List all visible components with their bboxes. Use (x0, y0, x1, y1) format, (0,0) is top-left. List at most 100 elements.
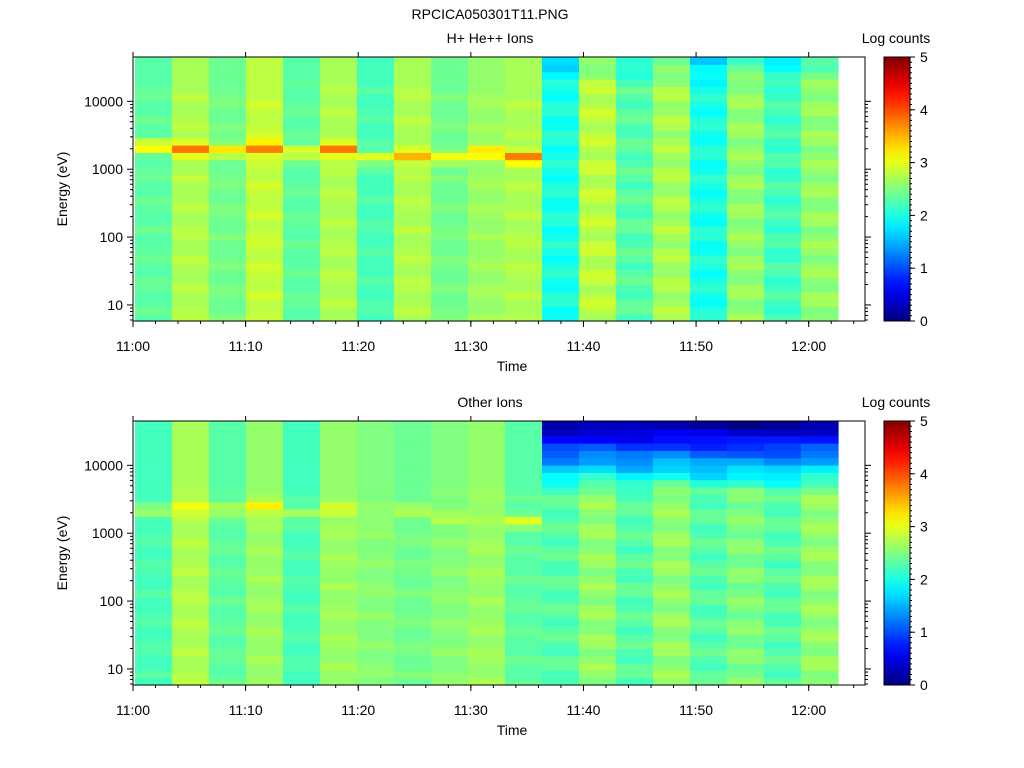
spectrogram-cell (135, 648, 173, 657)
spectrogram-cell (764, 663, 802, 671)
spectrogram-cell (283, 655, 321, 664)
spectrogram-cell (468, 189, 506, 197)
spectrogram-cell (172, 240, 210, 249)
spectrogram-cell (172, 677, 210, 686)
spectrogram-cell (579, 57, 617, 65)
spectrogram-cell (727, 313, 765, 322)
spectrogram-cell (542, 247, 580, 256)
spectrogram-cell (653, 516, 691, 525)
spectrogram-cell (468, 152, 506, 161)
spectrogram-cell (727, 299, 765, 307)
spectrogram-cell (320, 137, 358, 146)
spectrogram-cell (394, 284, 432, 293)
spectrogram-cell (246, 626, 284, 635)
spectrogram-cell (246, 589, 284, 598)
spectrogram-cell (357, 597, 395, 605)
spectrogram-cell (505, 604, 543, 613)
spectrogram-cell (579, 450, 617, 459)
spectrogram-cell (431, 670, 469, 679)
spectrogram-cell (172, 531, 210, 539)
spectrogram-cell (505, 523, 543, 532)
spectrogram-cell (246, 167, 284, 175)
spectrogram-cell (801, 299, 839, 307)
spectrogram-cell (690, 626, 728, 635)
spectrogram-cell (468, 501, 506, 510)
spectrogram-cell (653, 655, 691, 664)
spectrogram-cell (468, 494, 506, 503)
spectrogram-cell (431, 472, 469, 481)
spectrogram-cell (172, 641, 210, 649)
spectrogram-cell (357, 553, 395, 561)
spectrogram-cell (653, 255, 691, 263)
spectrogram-cell (172, 479, 210, 488)
spectrogram-cell (468, 93, 506, 102)
spectrogram-cell (209, 306, 247, 315)
spectrogram-cell (357, 240, 395, 249)
spectrogram-cell (579, 130, 617, 139)
spectrogram-cell (320, 465, 358, 473)
spectrogram-cell (357, 108, 395, 117)
spectrogram-cell (542, 450, 580, 459)
spectrogram-cell (172, 567, 210, 576)
spectrogram-cell (653, 523, 691, 532)
spectrogram-cell (246, 479, 284, 488)
spectrogram-cell (394, 159, 432, 168)
spectrogram-cell (727, 240, 765, 249)
spectrogram-cell (579, 269, 617, 278)
spectrogram-cell (764, 626, 802, 635)
spectrogram-cell (505, 233, 543, 241)
spectrogram-cell (246, 421, 284, 429)
spectrogram-cell (320, 123, 358, 131)
spectrogram-cell (727, 582, 765, 591)
spectrogram-cell (246, 86, 284, 95)
spectrogram-cell (357, 203, 395, 212)
spectrogram-cell (283, 421, 321, 429)
spectrogram-cell (246, 203, 284, 212)
spectrogram-cell (727, 450, 765, 459)
spectrogram-cell (246, 313, 284, 322)
spectrogram-cell (209, 93, 247, 102)
spectrogram-cell (505, 516, 543, 525)
spectrogram-cell (653, 225, 691, 234)
spectrogram-cell (616, 611, 654, 620)
spectrogram-cell (764, 575, 802, 583)
spectrogram-cell (690, 255, 728, 263)
spectrogram-cell (431, 203, 469, 212)
spectrogram-cell (431, 487, 469, 495)
spectrogram-cell (468, 101, 506, 109)
spectrogram-cell (431, 115, 469, 124)
spectrogram-cell (394, 181, 432, 190)
spectrogram-cells-panel-1 (135, 57, 839, 322)
spectrogram-cell (653, 501, 691, 510)
spectrogram-cell (209, 313, 247, 322)
spectrogram-cell (801, 428, 839, 437)
spectrogram-cell (653, 567, 691, 576)
spectrogram-cell (357, 57, 395, 65)
spectrogram-cell (135, 575, 173, 583)
spectrogram-cell (801, 291, 839, 300)
spectrogram-cell (727, 57, 765, 65)
spectrogram-cell (135, 225, 173, 234)
spectrogram-cell (505, 240, 543, 249)
y-tick-label: 100 (100, 229, 124, 245)
spectrogram-cell (135, 291, 173, 300)
spectrogram-cell (616, 196, 654, 205)
axes-frame-panel-2 (132, 420, 866, 686)
spectrogram-cell (690, 435, 728, 444)
spectrogram-cell (394, 663, 432, 671)
spectrogram-cell (357, 457, 395, 466)
spectrogram-cell (801, 203, 839, 212)
spectrogram-cell (505, 152, 543, 161)
spectrogram-cell (246, 57, 284, 65)
spectrogram-cell (172, 626, 210, 635)
spectrogram-cell (246, 152, 284, 161)
spectrogram-cell (394, 108, 432, 117)
spectrogram-cell (653, 611, 691, 620)
spectrogram-cell (320, 101, 358, 109)
spectrogram-cell (764, 211, 802, 219)
spectrogram-cell (801, 575, 839, 583)
spectrogram-cell (246, 641, 284, 649)
spectrogram-cell (616, 443, 654, 451)
spectrogram-cell (616, 545, 654, 554)
spectrogram-cell (394, 494, 432, 503)
